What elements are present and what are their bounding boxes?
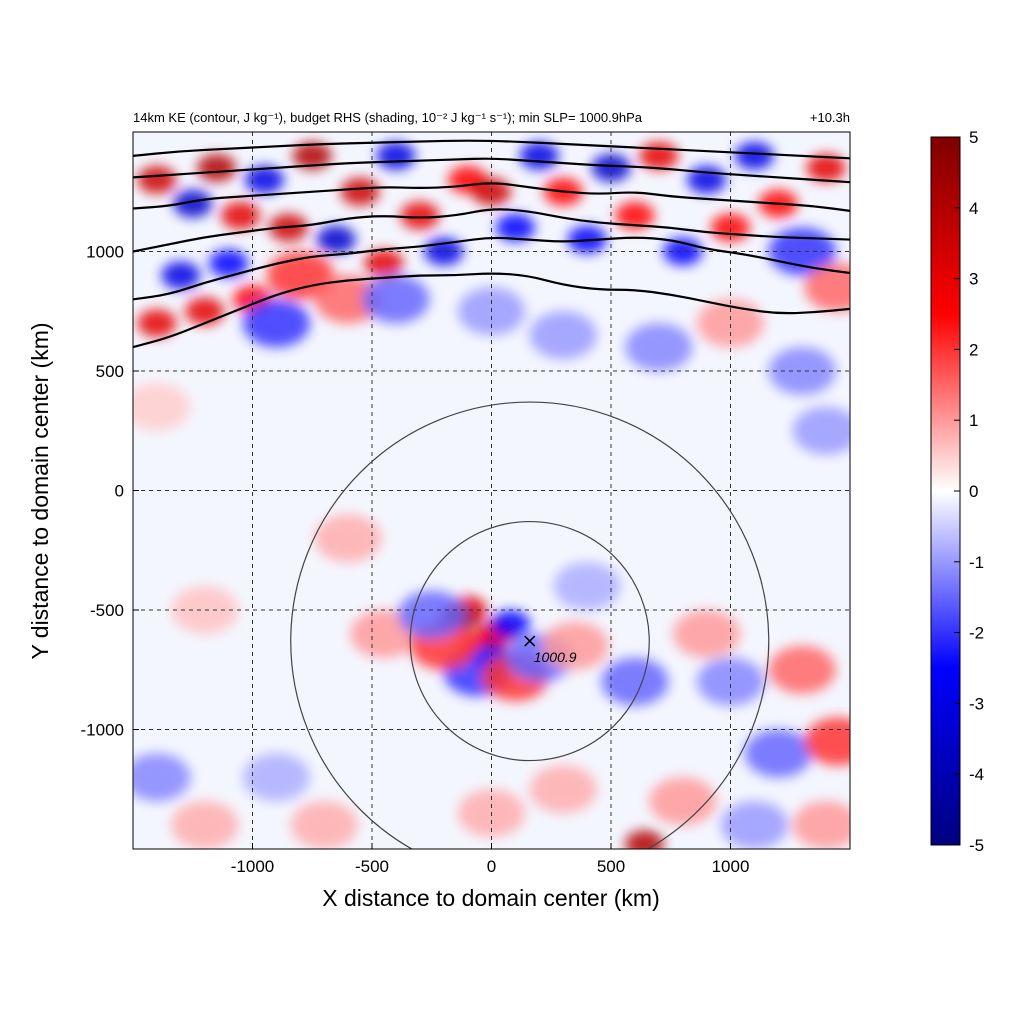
shading-cell	[242, 299, 310, 348]
shading-cell	[209, 249, 249, 278]
shading-cell	[314, 275, 382, 324]
colorbar-tick-label: -3	[969, 694, 984, 713]
shading-cell	[519, 141, 559, 170]
shading-cell	[734, 141, 775, 170]
y-tick-label: 500	[96, 362, 124, 381]
range-circle	[409, 520, 650, 762]
shading-cell	[197, 153, 237, 182]
ke-contour-line	[133, 236, 850, 301]
x-tick-label: 0	[487, 857, 496, 876]
chart-title-left: 14km KE (contour, J kg⁻¹), budget RHS (s…	[133, 110, 643, 125]
colorbar-tick-label: -2	[969, 624, 984, 643]
storm-center: 1000.9	[524, 635, 577, 665]
chart-title-right: +10.3h	[810, 110, 850, 125]
colorbar-tick-label: 3	[969, 270, 978, 289]
shading-cell	[292, 141, 332, 170]
colorbar-tick-label: 2	[969, 340, 978, 359]
ke-contour-line	[133, 139, 850, 160]
ke-contour-line	[133, 182, 850, 212]
shading-cell	[133, 382, 191, 431]
shading-cell	[314, 514, 382, 563]
shading-cell	[615, 201, 655, 230]
storm-center-marker	[524, 635, 536, 647]
y-tick-label: -1000	[81, 721, 124, 740]
shading-cell	[185, 297, 225, 326]
shading-cell	[649, 777, 717, 826]
shading-cell	[133, 753, 191, 802]
shading-cell	[639, 141, 679, 170]
shading-cell	[244, 165, 285, 194]
shading-cell	[242, 753, 310, 802]
shading-cell	[804, 263, 850, 312]
y-tick-label: 1000	[86, 243, 124, 262]
shading-cell	[720, 801, 788, 849]
x-tick-label: 1000	[712, 857, 750, 876]
shading-cell	[687, 165, 727, 194]
shading-cell	[541, 621, 609, 670]
colorbar-ticks: 5 4 3 2 1 0 -1 -2 -3 -4 -5	[954, 128, 984, 855]
colorbar-tick-label: 1	[969, 411, 978, 430]
shading-cell	[173, 189, 213, 218]
range-circles	[290, 401, 770, 849]
shading-cell	[400, 201, 440, 230]
shading-cell	[744, 729, 812, 778]
shading-cell	[290, 801, 358, 849]
y-tick-label: 0	[115, 482, 124, 501]
min-slp-label: 1000.9	[534, 649, 577, 665]
shading-cell	[316, 225, 356, 254]
ke-contour-line	[133, 272, 850, 349]
shading-cell	[398, 590, 466, 639]
shading-cell	[491, 610, 531, 639]
shading-cell	[792, 406, 850, 455]
shading-cell	[220, 201, 261, 230]
shading-cell	[673, 609, 741, 658]
y-axis: -1000 -500 0 500 1000	[81, 243, 139, 740]
shading-cell	[696, 299, 765, 348]
shading-cell	[804, 717, 850, 766]
shading-cell	[266, 251, 334, 300]
shading-cell	[696, 657, 765, 706]
range-circle	[290, 401, 770, 849]
shading-cell	[161, 261, 201, 290]
shading-cell	[171, 586, 239, 634]
colorbar-tick-label: -5	[969, 836, 984, 855]
shading-cell	[495, 213, 535, 242]
colorbar-tick-label: 5	[969, 128, 978, 147]
shading-cell	[529, 765, 597, 814]
shading-cell	[376, 141, 416, 170]
shading-cell	[171, 801, 239, 849]
x-axis: -1000 -500 0 500 1000	[231, 843, 750, 876]
ke-contour-line	[133, 157, 850, 184]
x-tick-label: -500	[355, 857, 389, 876]
shading-cell	[624, 830, 665, 849]
y-axis-label: Y distance to domain center (km)	[27, 322, 53, 659]
y-tick-label: -500	[90, 601, 124, 620]
shading-cell	[792, 801, 850, 849]
x-axis-label: X distance to domain center (km)	[322, 885, 659, 911]
shading-cell	[625, 323, 693, 372]
shading-cell	[553, 562, 621, 611]
ke-contours	[133, 139, 850, 349]
shading-cell	[137, 309, 177, 338]
colorbar-tick-label: -4	[969, 765, 984, 784]
shading-cell	[340, 177, 380, 206]
colorbar-tick-label: 4	[969, 199, 978, 218]
shading-cell	[806, 153, 846, 182]
shading-cell	[768, 347, 836, 395]
shading-cell	[768, 645, 836, 694]
colorbar-tick-label: -1	[969, 553, 984, 572]
colorbar-tick-label: 0	[969, 482, 978, 501]
shading-cell	[364, 249, 404, 278]
x-tick-label: -1000	[231, 857, 274, 876]
shading-cell	[137, 165, 177, 194]
shading-cell	[601, 657, 669, 706]
ke-contour-line	[133, 208, 850, 253]
x-tick-label: 500	[597, 857, 625, 876]
shading-cell	[529, 311, 597, 360]
shading-cell	[362, 275, 430, 324]
